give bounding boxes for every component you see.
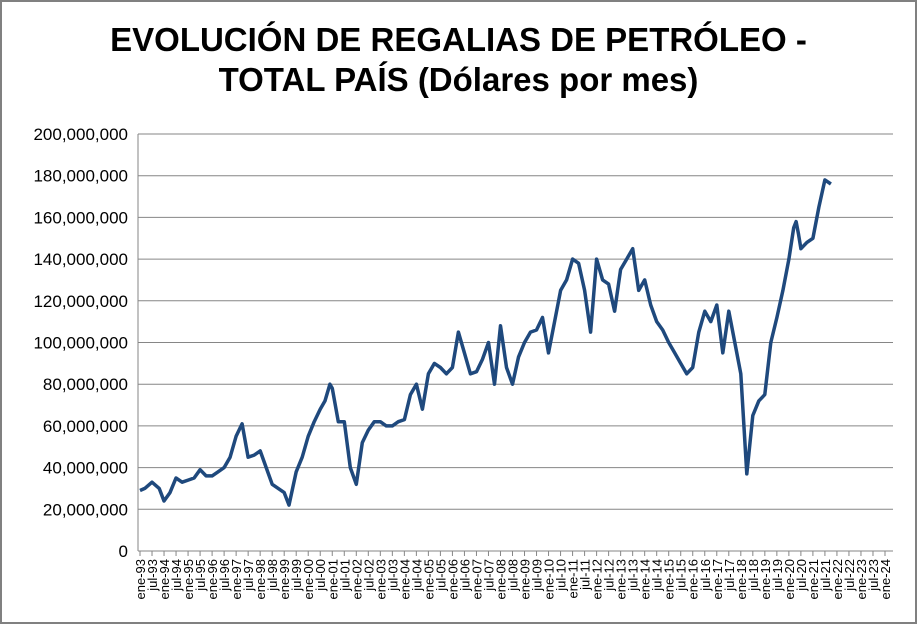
x-tick-label: jul-22 (842, 559, 857, 592)
y-tick-label: 200,000,000 (33, 125, 128, 144)
x-tick-label: ene-12 (590, 559, 605, 599)
x-tick-label: jul-16 (698, 559, 713, 592)
x-tick-label: jul-02 (361, 559, 376, 592)
x-tick-label: jul-01 (337, 559, 352, 592)
x-tick-label: ene-11 (566, 559, 581, 599)
x-tick-label: ene-06 (445, 559, 460, 599)
x-tick-label: ene-14 (638, 559, 653, 599)
x-tick-label: jul-12 (602, 559, 617, 592)
x-tick-label: jul-19 (770, 559, 785, 592)
x-tick-label: jul-10 (554, 559, 569, 592)
x-tick-label: ene-00 (301, 559, 316, 599)
chart-title-line2: TOTAL PAÍS (Dólares por mes) (218, 61, 699, 98)
x-tick-label: jul-13 (626, 559, 641, 592)
x-tick-label: ene-13 (614, 559, 629, 599)
chart-title: EVOLUCIÓN DE REGALIAS DE PETRÓLEO - TOTA… (0, 20, 917, 100)
x-tick-label: jul-20 (794, 559, 809, 592)
x-tick-label: jul-97 (241, 559, 256, 592)
y-tick-label: 0 (119, 542, 128, 561)
x-tick-label: ene-15 (662, 559, 677, 599)
x-tick-label: ene-07 (469, 559, 484, 599)
x-tick-label: ene-16 (686, 559, 701, 599)
x-tick-label: jul-05 (433, 559, 448, 592)
x-tick-label: jul-99 (289, 559, 304, 592)
y-tick-label: 140,000,000 (33, 250, 128, 269)
x-tick-label: ene-08 (493, 559, 508, 599)
x-tick-label: jul-09 (530, 559, 545, 592)
x-tick-label: ene-17 (710, 559, 725, 599)
x-tick-label: ene-18 (734, 559, 749, 599)
y-tick-label: 80,000,000 (43, 375, 128, 394)
x-tick-label: ene-96 (205, 559, 220, 599)
x-tick-label: jul-06 (457, 559, 472, 592)
x-tick-label: ene-94 (157, 559, 172, 599)
x-tick-label: jul-17 (722, 559, 737, 592)
x-tick-label: jul-14 (650, 559, 665, 592)
x-tick-label: jul-96 (217, 559, 232, 592)
x-tick-label: jul-94 (169, 559, 184, 592)
x-tick-label: jul-93 (145, 559, 160, 592)
x-tick-label: jul-04 (409, 559, 424, 592)
y-tick-label: 120,000,000 (33, 292, 128, 311)
x-tick-label: ene-09 (518, 559, 533, 599)
x-tick-label: ene-05 (421, 559, 436, 599)
series-line (139, 178, 832, 507)
x-tick-label: ene-97 (229, 559, 244, 599)
chart-title-line1: EVOLUCIÓN DE REGALIAS DE PETRÓLEO - (110, 21, 807, 58)
y-tick-label: 20,000,000 (43, 500, 128, 519)
x-tick-label: ene-24 (878, 559, 893, 599)
x-tick-label: jul-15 (674, 559, 689, 592)
x-tick-label: ene-22 (830, 559, 845, 599)
y-tick-label: 180,000,000 (33, 167, 128, 186)
x-tick-label: ene-04 (397, 559, 412, 599)
x-tick-label: jul-07 (481, 559, 496, 592)
x-tick-label: ene-02 (349, 559, 364, 599)
x-tick-label: ene-21 (806, 559, 821, 599)
x-tick-label: ene-98 (253, 559, 268, 599)
x-tick-label: ene-23 (854, 559, 869, 599)
x-tick-label: jul-18 (746, 559, 761, 592)
y-tick-label: 100,000,000 (33, 334, 128, 353)
y-tick-label: 160,000,000 (33, 208, 128, 227)
x-tick-label: ene-20 (782, 559, 797, 599)
x-tick-label: ene-03 (373, 559, 388, 599)
y-tick-label: 40,000,000 (43, 459, 128, 478)
x-tick-label: jul-03 (385, 559, 400, 592)
x-tick-label: ene-95 (181, 559, 196, 599)
x-tick-label: ene-10 (542, 559, 557, 599)
x-tick-label: jul-98 (265, 559, 280, 592)
x-tick-label: jul-08 (506, 559, 521, 592)
x-tick-label: jul-95 (193, 559, 208, 592)
x-tick-label: ene-93 (133, 559, 148, 599)
x-tick-label: ene-99 (277, 559, 292, 599)
x-tick-label: jul-11 (578, 559, 593, 591)
x-tick-label: ene-01 (325, 559, 340, 599)
x-tick-label: ene-19 (758, 559, 773, 599)
y-tick-label: 60,000,000 (43, 417, 128, 436)
x-tick-label: jul-23 (866, 559, 881, 592)
x-tick-label: jul-21 (818, 559, 833, 592)
x-tick-label: jul-00 (313, 559, 328, 592)
